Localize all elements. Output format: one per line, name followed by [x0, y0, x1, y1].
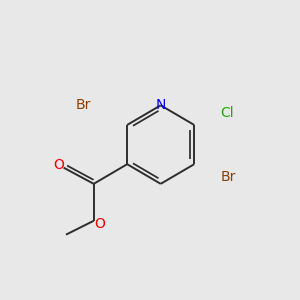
Text: Cl: Cl [221, 106, 234, 120]
Text: Br: Br [76, 98, 92, 112]
Text: N: N [155, 98, 166, 112]
Text: O: O [94, 217, 105, 231]
Text: O: O [54, 158, 64, 172]
Text: Br: Br [221, 170, 236, 184]
